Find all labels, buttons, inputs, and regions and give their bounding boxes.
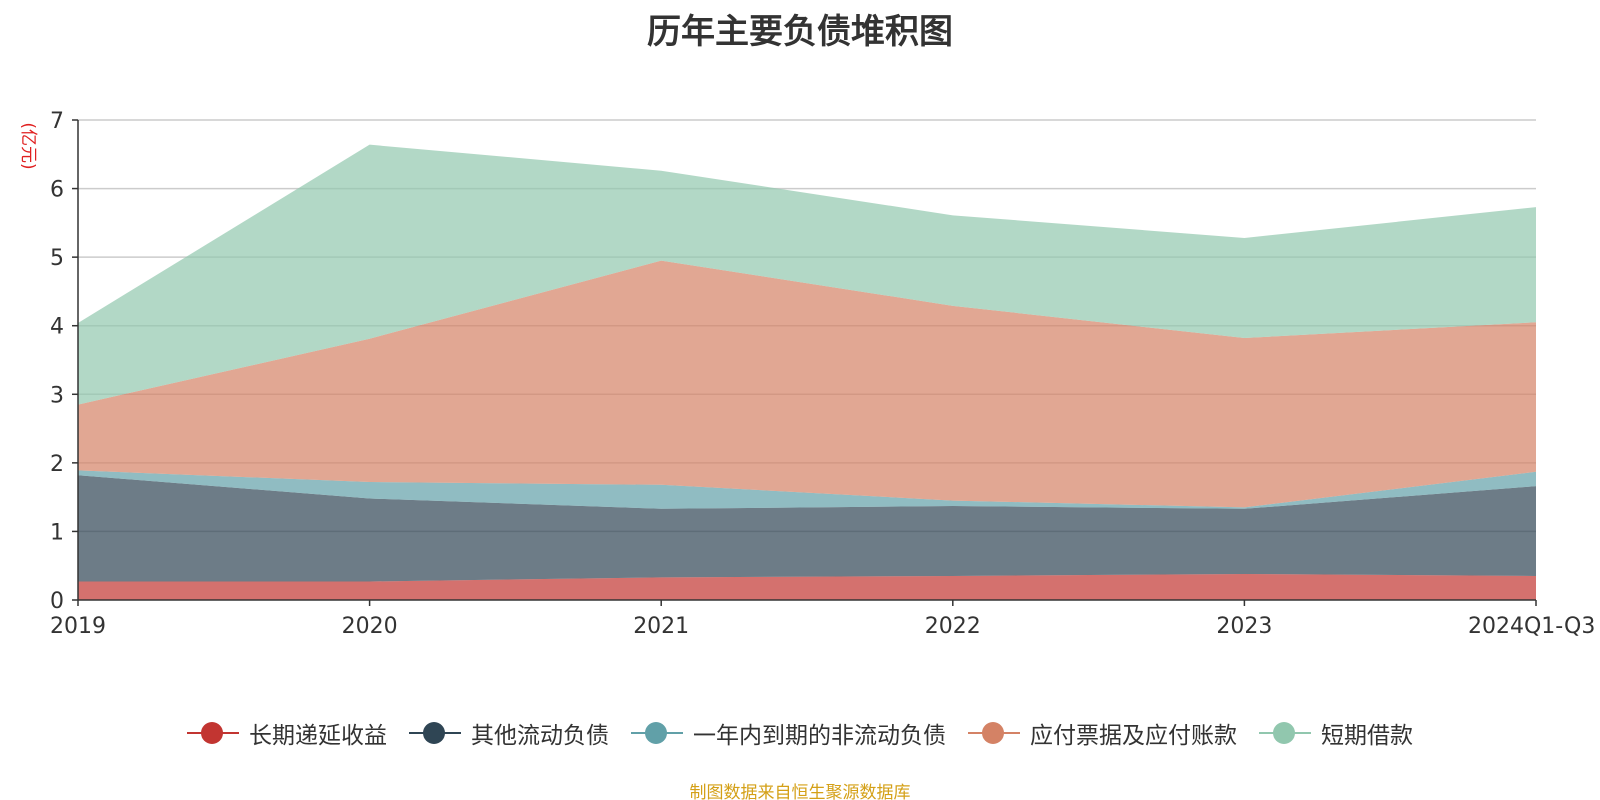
legend-item[interactable]: 长期递延收益 [187, 716, 387, 750]
area-layers [78, 144, 1536, 600]
area-series-1 [78, 475, 1536, 582]
x-tick-label: 2023 [1216, 614, 1272, 639]
chart-title: 历年主要负债堆积图 [647, 12, 953, 52]
legend-marker-icon [631, 721, 683, 745]
legend-marker-icon [1259, 721, 1311, 745]
legend-marker-icon [409, 721, 461, 745]
y-tick-label: 6 [50, 178, 64, 203]
y-tick-label: 4 [50, 315, 64, 340]
x-tick-label: 2022 [925, 614, 981, 639]
y-tick-label: 0 [50, 589, 64, 614]
legend-label: 长期递延收益 [249, 723, 387, 749]
y-axis-unit-label: (亿元) [18, 122, 38, 169]
legend-item[interactable]: 应付票据及应付账款 [968, 716, 1237, 750]
y-tick-label: 1 [50, 520, 64, 545]
y-tick-label: 2 [50, 452, 64, 477]
legend-label: 一年内到期的非流动负债 [693, 723, 946, 749]
legend-item[interactable]: 其他流动负债 [409, 716, 609, 750]
legend-label: 应付票据及应付账款 [1030, 723, 1237, 749]
area-series-2 [78, 470, 1536, 509]
x-tick-label: 2021 [633, 614, 689, 639]
source-note: 制图数据来自恒生聚源数据库 [689, 783, 911, 800]
legend-item[interactable]: 一年内到期的非流动负债 [631, 716, 946, 750]
legend-marker-icon [968, 721, 1020, 745]
x-tick-label: 2024Q1-Q3 [1468, 614, 1595, 639]
area-series-4 [78, 144, 1536, 405]
y-tick-label: 3 [50, 383, 64, 408]
x-tick-label: 2020 [342, 614, 398, 639]
area-series-3 [78, 260, 1536, 508]
legend-label: 短期借款 [1321, 723, 1413, 749]
area-series-0 [78, 573, 1536, 600]
legend-item[interactable]: 短期借款 [1259, 716, 1413, 750]
legend-label: 其他流动负债 [471, 723, 609, 749]
y-tick-label: 5 [50, 246, 64, 271]
y-tick-label: 7 [50, 109, 64, 134]
chart-legend: 长期递延收益 其他流动负债 一年内到期的非流动负债 应付票据及应付账款 短期借款 [0, 716, 1600, 750]
legend-marker-icon [187, 721, 239, 745]
x-tick-label: 2019 [50, 614, 106, 639]
